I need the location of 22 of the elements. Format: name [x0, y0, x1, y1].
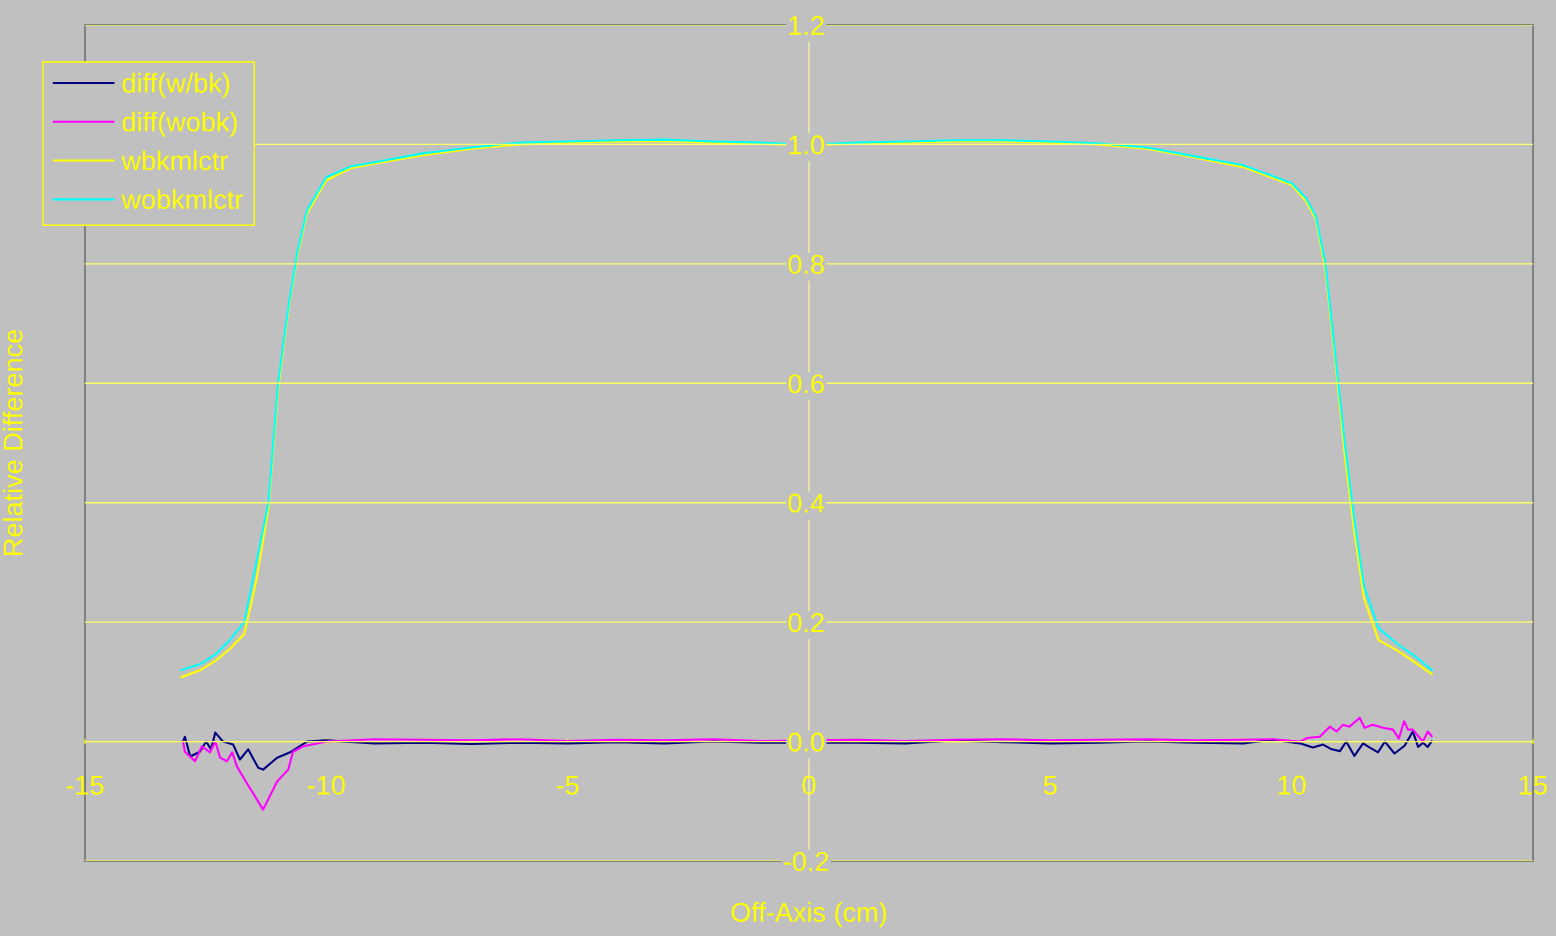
- line-series: [181, 716, 1433, 811]
- x-tick-label: 10: [1278, 775, 1306, 795]
- x-tick-label: 0: [802, 775, 816, 795]
- y-tick-label: 1.2: [789, 15, 824, 35]
- legend-label: wbkmlctr: [121, 150, 228, 171]
- line-series: [181, 730, 1433, 771]
- legend-label: wobkmlctr: [121, 189, 243, 210]
- x-tick-label: -5: [556, 775, 579, 795]
- legend-label: diff(wobk): [122, 111, 237, 137]
- y-tick-label: -0.2: [784, 851, 829, 872]
- y-tick-label: 0.2: [788, 613, 824, 633]
- y-tick-label: 0.0: [788, 732, 824, 752]
- y-tick-label: 0.8: [788, 254, 824, 274]
- legend-label: diff(w/bk): [122, 72, 230, 99]
- y-tick-label: 0.6: [788, 374, 824, 394]
- x-axis-title: Off-Axis (cm): [731, 902, 887, 928]
- y-axis-title: Relative Difference: [2, 330, 23, 555]
- x-tick-label: -10: [307, 775, 345, 795]
- y-tick-label: 0.4: [788, 493, 825, 513]
- x-tick-label: 15: [1520, 775, 1547, 795]
- x-tick-label: -15: [66, 775, 104, 795]
- x-tick-label: 5: [1043, 775, 1057, 795]
